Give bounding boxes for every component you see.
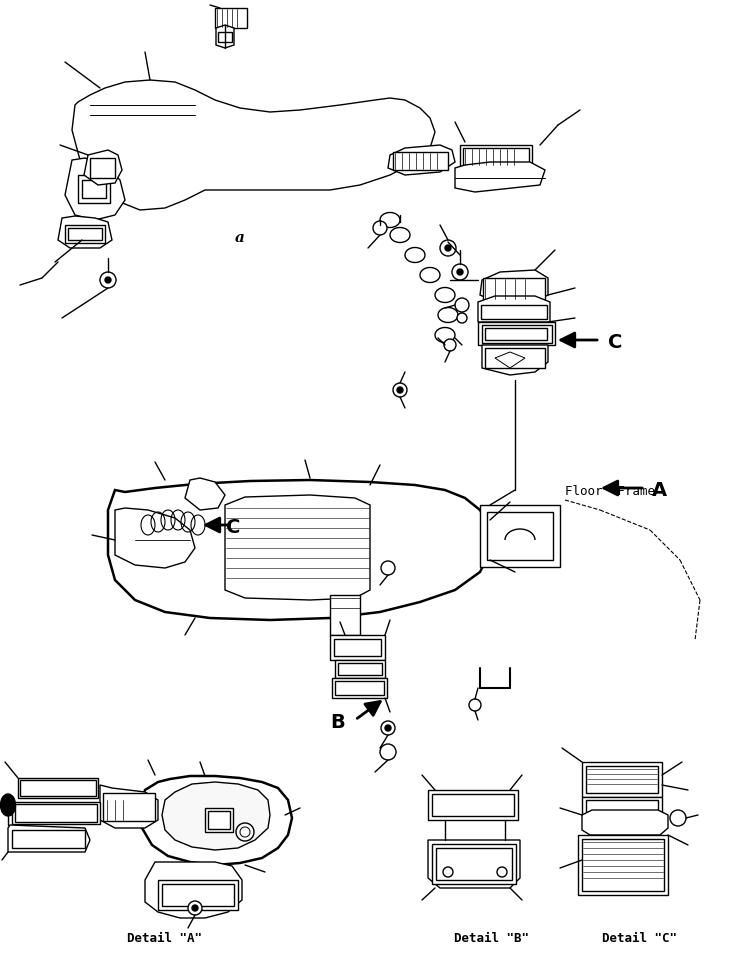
Bar: [428, 790, 518, 820]
Polygon shape: [478, 296, 550, 322]
Polygon shape: [72, 80, 435, 210]
Circle shape: [192, 905, 198, 911]
Polygon shape: [478, 322, 555, 345]
Circle shape: [670, 810, 686, 826]
Circle shape: [445, 245, 451, 251]
Bar: [338, 663, 382, 675]
Circle shape: [469, 699, 481, 711]
Bar: [65, 225, 105, 243]
Bar: [463, 148, 529, 166]
Bar: [481, 305, 547, 319]
Circle shape: [393, 383, 407, 397]
Text: a: a: [235, 231, 245, 245]
Bar: [82, 180, 106, 198]
Bar: [582, 839, 664, 891]
Circle shape: [381, 721, 395, 735]
Bar: [90, 158, 115, 178]
Polygon shape: [145, 862, 242, 918]
Circle shape: [105, 277, 111, 283]
Text: Detail "A": Detail "A": [128, 932, 203, 945]
Bar: [330, 595, 360, 635]
Bar: [334, 639, 381, 656]
Bar: [582, 797, 662, 815]
Polygon shape: [84, 150, 122, 185]
Text: A: A: [652, 481, 667, 500]
Polygon shape: [65, 158, 125, 220]
Bar: [332, 678, 387, 698]
Polygon shape: [8, 825, 90, 852]
Bar: [20, 780, 96, 796]
Bar: [482, 325, 552, 343]
Bar: [485, 328, 547, 340]
Polygon shape: [108, 480, 490, 620]
Bar: [480, 505, 560, 567]
Circle shape: [397, 387, 403, 393]
Text: Detail "C": Detail "C": [603, 932, 677, 945]
Bar: [485, 348, 545, 368]
Bar: [330, 635, 385, 660]
Polygon shape: [455, 162, 545, 192]
Bar: [103, 793, 155, 821]
Circle shape: [188, 901, 202, 915]
Circle shape: [381, 561, 395, 575]
Circle shape: [444, 339, 456, 351]
Text: Detail "B": Detail "B": [455, 932, 529, 945]
Bar: [487, 512, 553, 560]
Circle shape: [457, 313, 467, 323]
Bar: [460, 145, 532, 170]
Bar: [335, 681, 384, 695]
Circle shape: [440, 240, 456, 256]
Circle shape: [100, 272, 116, 288]
Polygon shape: [428, 840, 520, 888]
Polygon shape: [140, 776, 292, 865]
Bar: [582, 762, 662, 797]
Bar: [158, 880, 238, 910]
Polygon shape: [115, 508, 195, 568]
Polygon shape: [58, 216, 112, 248]
Bar: [432, 794, 514, 816]
Polygon shape: [185, 478, 225, 510]
Polygon shape: [100, 785, 158, 828]
Ellipse shape: [1, 794, 15, 816]
Polygon shape: [388, 145, 455, 175]
Bar: [578, 835, 668, 895]
Polygon shape: [216, 25, 234, 48]
Text: C: C: [226, 518, 240, 537]
Circle shape: [373, 221, 387, 235]
Polygon shape: [162, 782, 270, 850]
Polygon shape: [582, 810, 668, 835]
Polygon shape: [225, 495, 370, 600]
Bar: [12, 802, 100, 824]
Polygon shape: [480, 270, 548, 304]
Bar: [393, 152, 448, 170]
Text: C: C: [608, 333, 622, 352]
Bar: [586, 766, 658, 793]
Polygon shape: [495, 352, 525, 368]
Bar: [68, 228, 102, 240]
Bar: [335, 660, 385, 678]
Bar: [162, 884, 234, 906]
Bar: [15, 804, 97, 822]
Text: Floor  Frame: Floor Frame: [565, 485, 655, 498]
Bar: [432, 844, 516, 884]
Circle shape: [455, 298, 469, 312]
Bar: [586, 800, 658, 812]
Bar: [78, 175, 110, 203]
Text: B: B: [330, 713, 345, 732]
Bar: [208, 811, 230, 829]
Circle shape: [385, 725, 391, 731]
Bar: [18, 778, 98, 798]
Bar: [205, 808, 233, 832]
Bar: [436, 848, 512, 880]
Polygon shape: [482, 345, 548, 375]
Circle shape: [380, 744, 396, 760]
Bar: [483, 278, 545, 300]
Bar: [218, 32, 232, 42]
Bar: [215, 8, 247, 28]
Circle shape: [443, 867, 453, 877]
Bar: [12, 830, 85, 848]
Circle shape: [497, 867, 507, 877]
Circle shape: [452, 264, 468, 280]
Circle shape: [457, 269, 463, 275]
